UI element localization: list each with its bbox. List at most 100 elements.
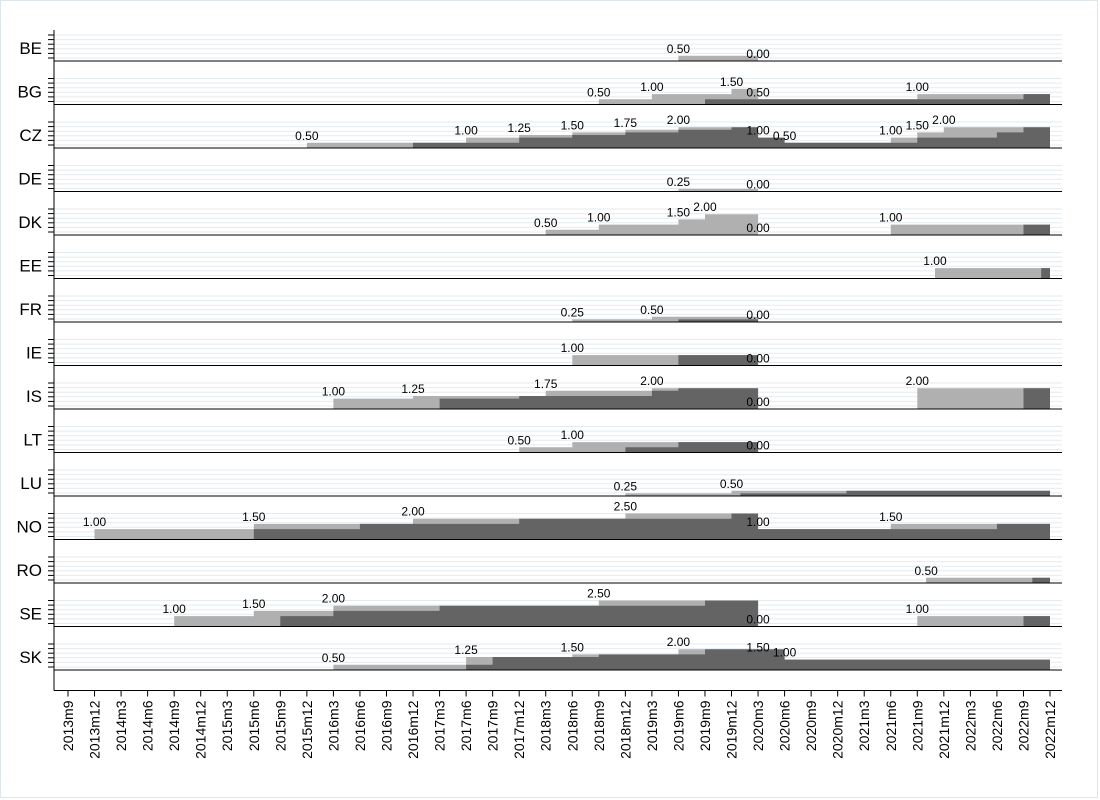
country-label: DK (18, 213, 42, 232)
x-tick-label: 2020m6 (777, 700, 793, 751)
country-label: LU (20, 474, 42, 493)
value-label: 1.00 (746, 124, 770, 138)
x-tick-label: 2020m12 (830, 700, 846, 759)
x-tick-label: 2022m12 (1042, 700, 1058, 759)
x-tick-label: 2019m6 (670, 700, 686, 751)
value-label: 0.00 (746, 613, 770, 627)
value-label: 1.00 (322, 385, 346, 399)
country-label: DE (18, 170, 42, 189)
value-label: 1.50 (561, 118, 585, 132)
value-label: 2.00 (906, 374, 930, 388)
value-label: 2.00 (932, 113, 956, 127)
value-label: 1.00 (906, 80, 930, 94)
in-effect-rate-area (280, 600, 1050, 627)
value-label: 0.25 (561, 305, 585, 319)
value-label: 1.50 (879, 510, 903, 524)
country-label: IS (26, 387, 42, 406)
value-label: 0.00 (746, 308, 770, 322)
x-tick-label: 2019m12 (724, 700, 740, 759)
x-tick-label: 2017m12 (511, 700, 527, 759)
x-tick-label: 2018m9 (591, 700, 607, 751)
country-label: CZ (19, 126, 42, 145)
value-label: 1.50 (746, 640, 770, 654)
announced-rate-area (545, 214, 1050, 235)
x-tick-label: 2014m6 (140, 700, 156, 751)
announced-rate-area (678, 55, 759, 61)
value-label: 0.00 (746, 221, 770, 235)
value-label: 1.00 (923, 254, 947, 268)
value-label: 0.25 (614, 479, 638, 493)
in-effect-rate-area (678, 319, 759, 322)
x-tick-label: 2020m9 (803, 700, 819, 751)
x-tick-label: 2018m6 (564, 700, 580, 751)
value-label: 1.50 (667, 205, 691, 219)
value-label: 2.00 (640, 374, 664, 388)
x-tick-label: 2019m3 (644, 700, 660, 751)
x-tick-label: 2013m12 (87, 700, 103, 759)
value-label: 1.00 (640, 80, 664, 94)
in-effect-rate-area (740, 490, 1050, 496)
in-effect-rate-area (1023, 224, 1050, 235)
in-effect-rate-area (466, 649, 1051, 670)
x-tick-label: 2014m3 (113, 700, 129, 751)
x-tick-label: 2015m9 (272, 700, 288, 751)
in-effect-rate-area (1032, 577, 1050, 583)
value-label: 0.50 (667, 42, 691, 56)
value-label: 1.00 (906, 602, 930, 616)
value-label: 1.50 (242, 510, 266, 524)
value-label: 2.50 (614, 500, 638, 514)
x-tick-label: 2013m9 (60, 700, 76, 751)
value-label: 1.75 (534, 377, 558, 391)
x-tick-label: 2017m6 (458, 700, 474, 751)
country-label: NO (17, 518, 43, 537)
value-label: 1.75 (614, 116, 638, 130)
value-label: 2.00 (693, 200, 717, 214)
x-tick-label: 2022m6 (989, 700, 1005, 751)
value-label: 0.00 (746, 352, 770, 366)
value-label: 1.25 (508, 121, 532, 135)
country-label: EE (19, 257, 42, 276)
in-effect-rate-area (678, 355, 759, 366)
x-tick-label: 2022m3 (962, 700, 978, 751)
value-label: 1.50 (720, 75, 744, 89)
x-tick-label: 2021m12 (936, 700, 952, 759)
value-label: 2.50 (587, 587, 611, 601)
value-label: 1.25 (454, 643, 478, 657)
country-label: BG (17, 83, 42, 102)
value-label: 1.00 (83, 515, 107, 529)
value-label: 2.00 (401, 505, 425, 519)
value-label: 0.50 (322, 651, 346, 665)
value-label: 1.50 (242, 597, 266, 611)
country-label: LT (23, 431, 42, 450)
x-tick-label: 2017m9 (485, 700, 501, 751)
country-label: SK (19, 648, 42, 667)
x-tick-label: 2014m12 (193, 700, 209, 759)
value-label: 0.00 (746, 178, 770, 192)
x-tick-label: 2014m9 (166, 700, 182, 751)
x-tick-label: 2019m9 (697, 700, 713, 751)
country-label: SE (19, 605, 42, 624)
country-label: BE (19, 39, 42, 58)
in-effect-rate-area (705, 94, 1050, 105)
value-label: 1.50 (906, 118, 930, 132)
value-label: 0.50 (746, 85, 770, 99)
value-label: 0.00 (746, 395, 770, 409)
value-label: 0.25 (667, 175, 691, 189)
value-label: 0.50 (508, 433, 532, 447)
value-label: 1.50 (561, 640, 585, 654)
value-label: 0.00 (746, 47, 770, 61)
country-label: FR (19, 300, 42, 319)
in-effect-rate-area (625, 442, 759, 453)
x-tick-label: 2015m12 (299, 700, 315, 759)
value-label: 1.00 (561, 341, 585, 355)
x-tick-label: 2015m6 (246, 700, 262, 751)
x-tick-label: 2020m3 (750, 700, 766, 751)
value-label: 1.25 (401, 382, 425, 396)
x-tick-label: 2015m3 (219, 700, 235, 751)
value-label: 0.50 (773, 129, 797, 143)
value-label: 0.50 (534, 216, 558, 230)
value-label: 1.00 (454, 124, 478, 138)
value-label: 1.00 (561, 428, 585, 442)
value-label: 1.00 (879, 211, 903, 225)
x-tick-label: 2017m3 (432, 700, 448, 751)
